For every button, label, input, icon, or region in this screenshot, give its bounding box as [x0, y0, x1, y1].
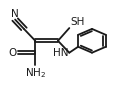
Text: NH$_2$: NH$_2$ — [25, 66, 46, 80]
Text: HN: HN — [53, 48, 68, 58]
Text: N: N — [11, 9, 19, 19]
Text: O: O — [8, 48, 16, 58]
Text: SH: SH — [71, 17, 85, 27]
